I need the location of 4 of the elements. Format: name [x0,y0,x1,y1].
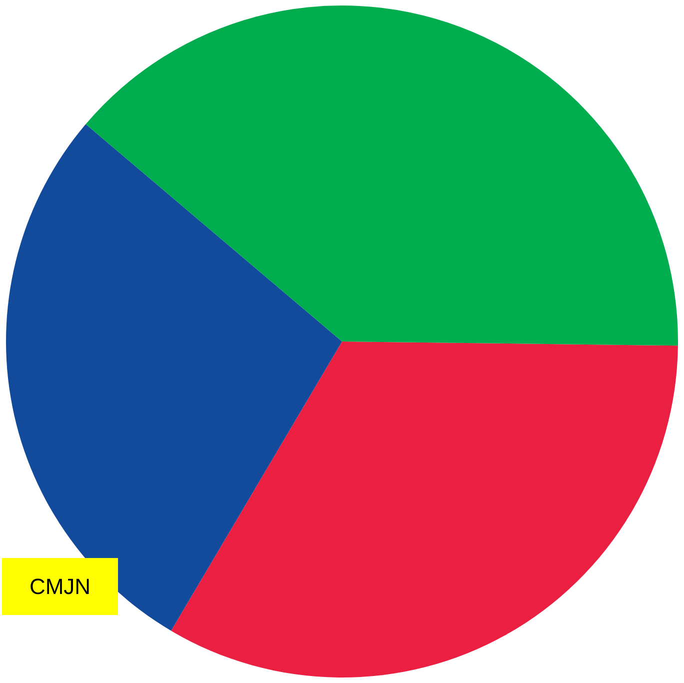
text: CMJN [29,574,91,599]
pie-slice [171,342,678,678]
pie-slice [86,6,678,346]
pie-slice [6,124,342,631]
